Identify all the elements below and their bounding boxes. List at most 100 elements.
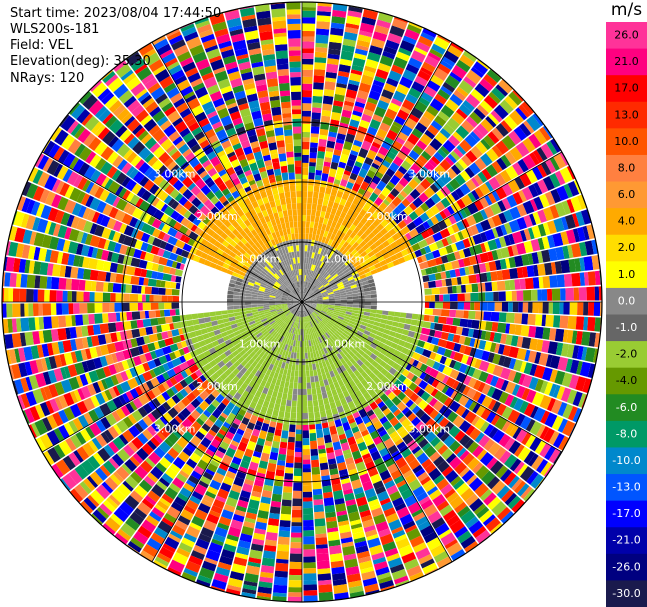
range-gate bbox=[514, 255, 524, 267]
range-gate bbox=[322, 318, 328, 324]
range-gate bbox=[311, 459, 320, 468]
range-gate bbox=[486, 69, 502, 83]
range-gate bbox=[317, 222, 323, 230]
range-gate bbox=[439, 60, 453, 71]
range-gate bbox=[328, 329, 334, 336]
range-gate bbox=[485, 411, 497, 424]
range-gate bbox=[504, 492, 517, 506]
range-gate bbox=[412, 216, 424, 227]
range-gate bbox=[501, 183, 514, 197]
range-gate bbox=[379, 259, 387, 267]
range-gate bbox=[411, 352, 421, 361]
range-gate bbox=[362, 352, 370, 360]
range-gate bbox=[131, 311, 141, 320]
range-gate bbox=[115, 312, 121, 322]
range-gate bbox=[310, 327, 314, 334]
range-gate bbox=[572, 407, 583, 423]
range-gate bbox=[315, 273, 320, 280]
range-gate bbox=[310, 455, 319, 461]
range-gate bbox=[473, 107, 486, 120]
range-gate bbox=[339, 288, 346, 292]
range-gate bbox=[515, 107, 528, 121]
range-gate bbox=[393, 408, 402, 417]
range-gate bbox=[279, 519, 291, 528]
range-gate bbox=[553, 315, 561, 328]
range-gate bbox=[332, 228, 339, 235]
range-gate bbox=[321, 334, 327, 341]
range-gate bbox=[527, 313, 536, 326]
range-gate bbox=[455, 125, 470, 139]
range-gate bbox=[432, 361, 441, 371]
range-gate bbox=[555, 246, 565, 261]
range-gate bbox=[420, 476, 431, 486]
range-gate bbox=[336, 269, 344, 276]
range-gate bbox=[533, 264, 539, 277]
range-gate bbox=[325, 251, 331, 258]
range-gate bbox=[495, 225, 504, 237]
range-gate bbox=[302, 23, 316, 32]
range-gate bbox=[310, 305, 316, 309]
range-gate bbox=[337, 126, 348, 136]
range-gate bbox=[333, 265, 340, 272]
range-gate bbox=[549, 275, 558, 288]
range-gate bbox=[445, 340, 456, 351]
range-gate bbox=[397, 193, 405, 201]
range-gate bbox=[340, 442, 350, 452]
range-gate bbox=[492, 429, 505, 444]
range-gate bbox=[339, 350, 346, 358]
range-gate bbox=[498, 355, 506, 367]
range-gate bbox=[378, 528, 391, 538]
range-gate bbox=[407, 330, 416, 338]
range-gate bbox=[524, 277, 534, 290]
range-gate bbox=[327, 176, 335, 184]
range-gate bbox=[352, 296, 359, 300]
range-gate bbox=[348, 350, 356, 358]
range-gate bbox=[338, 524, 351, 534]
range-gate bbox=[309, 346, 313, 353]
range-gate bbox=[319, 186, 326, 194]
range-gate bbox=[330, 27, 344, 36]
range-gate bbox=[279, 380, 286, 388]
range-gate bbox=[354, 205, 362, 214]
range-gate bbox=[399, 513, 414, 526]
range-gate bbox=[409, 188, 421, 200]
range-gate bbox=[359, 273, 367, 280]
range-gate bbox=[404, 453, 416, 465]
range-gate bbox=[307, 282, 311, 289]
range-gate bbox=[423, 531, 438, 544]
range-gate bbox=[479, 421, 490, 433]
range-gate bbox=[369, 145, 380, 154]
range-gate bbox=[308, 276, 312, 283]
range-gate bbox=[385, 168, 396, 178]
range-gate bbox=[316, 294, 322, 298]
range-gate bbox=[333, 490, 344, 500]
range-gate bbox=[299, 340, 302, 347]
range-gate bbox=[464, 438, 475, 450]
range-gate bbox=[499, 450, 512, 464]
range-gate bbox=[393, 475, 405, 485]
range-gate bbox=[310, 339, 314, 346]
range-gate bbox=[442, 365, 453, 377]
range-gate bbox=[594, 286, 600, 301]
range-gate bbox=[310, 298, 317, 301]
range-gate bbox=[387, 359, 396, 367]
range-gate bbox=[310, 136, 319, 143]
range-gate bbox=[303, 304, 309, 309]
range-gate bbox=[298, 334, 301, 341]
range-gate bbox=[310, 298, 317, 301]
range-gate bbox=[418, 166, 431, 178]
range-gate bbox=[272, 409, 279, 417]
range-gate bbox=[304, 299, 311, 302]
range-gate bbox=[362, 433, 372, 442]
range-gate bbox=[315, 34, 329, 44]
range-gate bbox=[548, 448, 561, 464]
range-gate bbox=[312, 399, 319, 407]
range-gate bbox=[483, 206, 495, 219]
range-gate bbox=[335, 138, 345, 145]
range-gate bbox=[420, 391, 431, 402]
range-gate bbox=[476, 59, 490, 70]
range-gate bbox=[450, 548, 466, 562]
range-gate bbox=[336, 317, 344, 323]
range-gate bbox=[251, 304, 258, 308]
range-gate bbox=[474, 187, 485, 199]
